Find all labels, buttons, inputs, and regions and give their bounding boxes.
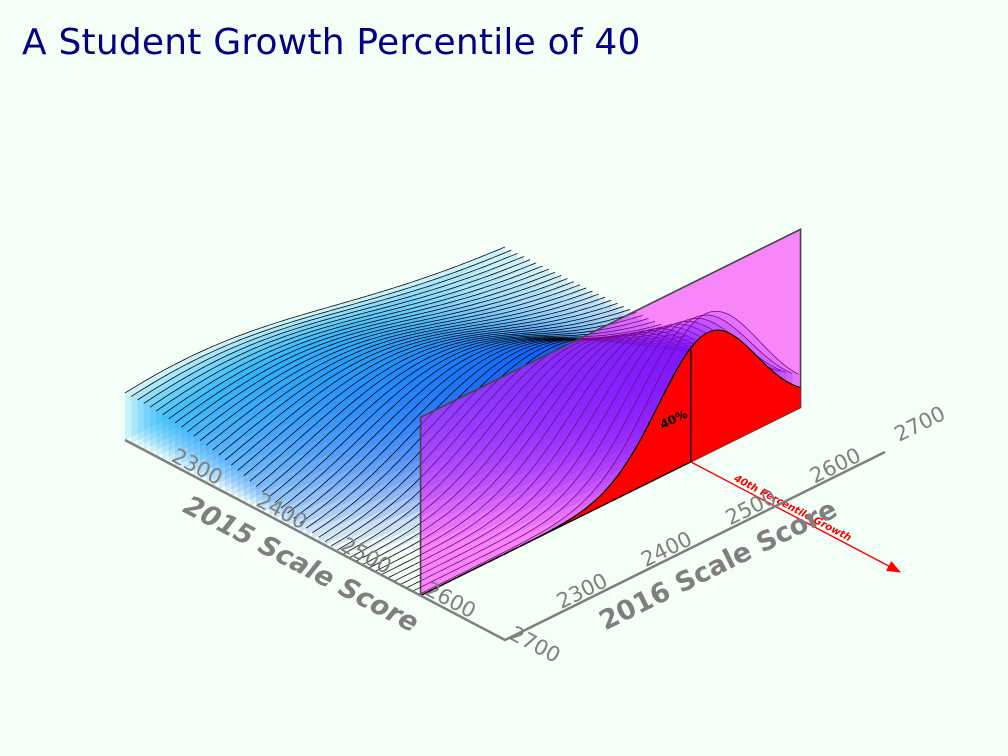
surface-slice-fill (362, 333, 743, 565)
ridge-line (131, 249, 512, 397)
surface-slice-fill (274, 321, 655, 519)
ridge-line (168, 268, 549, 420)
x-tick-label: 2700 (506, 621, 564, 667)
surface-slice-fill (331, 338, 712, 549)
surface-slice-fill (312, 338, 693, 539)
ridge-line (224, 296, 606, 461)
surface-slice-fill (262, 315, 643, 513)
y-axis-title: 2016 Scale Score (594, 494, 842, 637)
y-tick-label: 2700 (891, 401, 950, 446)
ridge-line (280, 323, 662, 509)
ridge-line (205, 287, 587, 446)
ridge-line (337, 337, 718, 551)
ridge-line (149, 259, 531, 408)
ridge-line (268, 317, 649, 498)
ridge-line (187, 278, 568, 432)
surface-slice-fill (349, 336, 730, 559)
surface-slice-fill (374, 330, 755, 572)
ridge-line (262, 314, 643, 493)
ridge-line (418, 310, 799, 595)
surface-slice-fill (168, 269, 549, 464)
upper-area (690, 330, 801, 462)
ridge-line (212, 290, 593, 451)
surface-slice-fill (218, 294, 599, 490)
ridge-line (137, 252, 518, 401)
growth-arrow (690, 461, 902, 573)
ridge-line (174, 271, 556, 424)
ridge-line (293, 329, 674, 519)
surface-slice-fill (287, 327, 668, 526)
ridge-line (368, 331, 749, 569)
surface-slice-fill (306, 335, 687, 536)
surface-slice-fill (299, 332, 680, 533)
ridge-line (243, 305, 624, 476)
ridge-line (124, 246, 506, 394)
surface-slice-fill (343, 337, 724, 556)
slide-title: A Student Growth Percentile of 40 (22, 22, 641, 63)
ridge-line (274, 320, 656, 503)
ridge-line (255, 311, 637, 487)
ridge-line (412, 314, 793, 592)
ridge-line (230, 299, 612, 466)
ridge-line (405, 317, 787, 589)
ridge-line (305, 335, 687, 529)
surface-slice-fill (337, 337, 718, 552)
y-tick-label: 2600 (806, 443, 865, 488)
surface-slice-fill (149, 259, 530, 454)
surface-slice-fill (237, 303, 618, 500)
ridge-line (374, 330, 755, 572)
surface-slice-fill (318, 339, 699, 542)
ridge-line (193, 281, 574, 437)
surface-slice-fill (156, 262, 537, 457)
axis-lines (124, 438, 886, 642)
ridge-line (181, 275, 562, 428)
x-tick-label: 2600 (421, 577, 479, 623)
ridge-line (362, 333, 743, 565)
ridge-line (356, 334, 737, 562)
density-curve (420, 329, 801, 597)
ridge-line (199, 284, 581, 441)
surface-slice-fill (268, 318, 649, 516)
density-surface (124, 246, 799, 595)
ridge-line (162, 265, 543, 416)
surface-slice-fill (293, 330, 674, 529)
surface-slice-fill (224, 297, 605, 493)
ridge-line (143, 256, 524, 404)
ridge-line (156, 262, 537, 412)
ridge-line (237, 302, 618, 471)
ridge-line (249, 308, 631, 482)
ridge-line (218, 293, 599, 456)
ridge-line (343, 336, 724, 555)
